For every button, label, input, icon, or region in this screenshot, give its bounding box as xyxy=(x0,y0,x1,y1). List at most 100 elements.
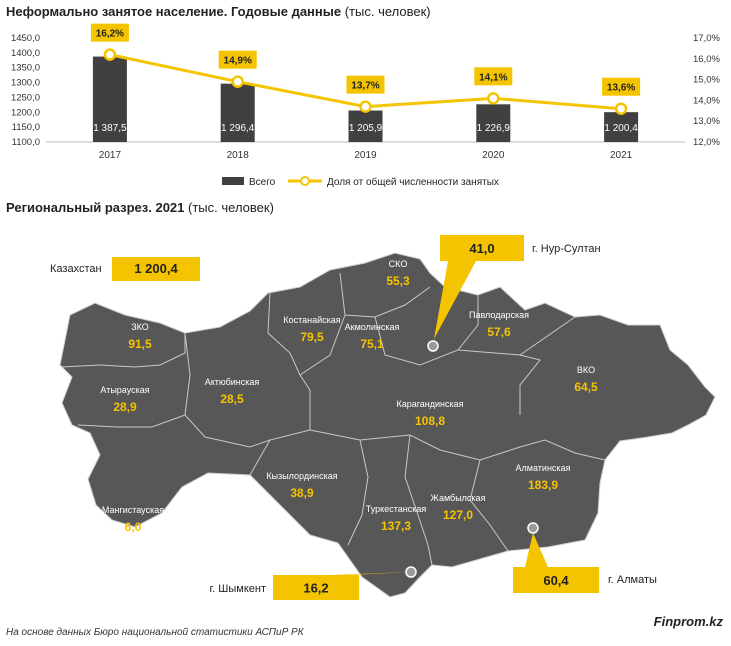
y-left-tick-label: 1150,0 xyxy=(12,122,40,133)
bar-2018 xyxy=(220,83,255,142)
region-value: 38,9 xyxy=(290,486,314,500)
city-name: г. Шымкент xyxy=(210,583,267,595)
city-name: г. Нур-Султан xyxy=(532,243,601,255)
bar-value-label: 1 387,5 xyxy=(93,123,127,134)
region-name: Актюбинская xyxy=(205,377,260,387)
y-left-tick-label: 1300,0 xyxy=(11,78,40,89)
region-value: 28,5 xyxy=(220,392,244,406)
bar-2019 xyxy=(348,110,383,142)
share-label-text: 16,2% xyxy=(96,29,124,40)
share-label-2019: 13,7% xyxy=(346,75,385,94)
share-label-box xyxy=(346,75,385,94)
y-right-tick-label: 13,0% xyxy=(693,116,720,127)
y-left-tick-label: 1250,0 xyxy=(11,92,40,103)
bar-value-label: 1 296,4 xyxy=(221,123,255,134)
share-label-text: 13,6% xyxy=(607,83,635,94)
map-title-text: Региональный разрез. 2021 xyxy=(6,200,185,215)
y-right-tick-label: 16,0% xyxy=(693,54,720,65)
city-callout-pointer xyxy=(525,533,548,567)
region-value: 75,1 xyxy=(360,337,384,351)
city-value-box xyxy=(513,567,599,593)
region-value: 137,3 xyxy=(381,519,411,533)
city-callout: 60,4 г. Алматы xyxy=(513,522,657,593)
share-point-2018 xyxy=(231,75,244,88)
total-value: 1 200,4 xyxy=(134,261,178,276)
share-label-text: 13,7% xyxy=(351,81,379,92)
kazakhstan-map: ЗКО 91,5 Атырауская 28,9 Мангистауская 6,0 Акт… xyxy=(50,235,716,600)
share-label-box xyxy=(90,23,129,42)
city-marker xyxy=(405,566,417,578)
map-title: Региональный разрез. 2021 (тыс. человек) xyxy=(6,200,274,215)
share-point-2019 xyxy=(359,100,372,113)
region-name: Павлодарская xyxy=(469,310,529,320)
y-left-tick-label: 1400,0 xyxy=(11,48,40,59)
bar-value-label: 1 200,4 xyxy=(604,123,638,134)
region-value: 28,9 xyxy=(113,400,137,414)
region-value: 108,8 xyxy=(415,414,445,428)
region-value: 55,3 xyxy=(386,274,410,288)
region-value: 79,5 xyxy=(300,330,324,344)
share-label-box xyxy=(218,50,257,69)
city-callout-pointer xyxy=(330,572,411,575)
region-name: ВКО xyxy=(577,365,595,375)
share-label-box xyxy=(474,67,513,86)
region-name: Акмолинская xyxy=(345,322,400,332)
share-point-2021 xyxy=(614,102,628,115)
region-name: Алматинская xyxy=(516,463,571,473)
share-label-box xyxy=(602,77,641,96)
region-value: 64,5 xyxy=(574,380,598,394)
y-right-tick-label: 14,0% xyxy=(693,95,720,106)
source-footnote: На основе данных Бюро национальной стати… xyxy=(6,627,304,638)
region-name: Туркестанская xyxy=(366,504,427,514)
bar-value-label: 1 205,9 xyxy=(349,123,383,134)
city-value: 16,2 xyxy=(303,581,328,596)
region-name: ЗКО xyxy=(131,322,149,332)
y-right-tick-label: 12,0% xyxy=(693,137,720,148)
region-name: Карагандинская xyxy=(396,399,463,409)
x-tick-label: 2019 xyxy=(354,150,377,161)
chart-title-unit: (тыс. человек) xyxy=(344,4,431,19)
map-title-unit: (тыс. человек) xyxy=(188,200,274,215)
y-left-tick-label: 1200,0 xyxy=(11,107,40,118)
x-tick-label: 2021 xyxy=(610,150,633,161)
region-borders xyxy=(61,272,606,566)
share-label-text: 14,1% xyxy=(479,72,507,83)
city-value-box xyxy=(273,575,359,600)
region-value: 183,9 xyxy=(528,478,558,492)
region-name: СКО xyxy=(389,259,408,269)
city-callout: 41,0 г. Нур-Султан xyxy=(427,235,601,352)
bar-2017 xyxy=(92,56,127,143)
city-name: г. Алматы xyxy=(608,574,657,586)
share-label-2020: 14,1% xyxy=(474,67,513,86)
city-marker xyxy=(427,340,439,352)
combo-chart: 1100,0 1150,0 1200,0 1250,0 1300,0 1350,0 1400… xyxy=(11,23,720,188)
city-value: 41,0 xyxy=(469,241,494,256)
legend-line-marker xyxy=(300,176,310,186)
region-value: 57,6 xyxy=(487,325,511,339)
region-value: 127,0 xyxy=(443,508,473,522)
city-callout: 16,2 г. Шымкент xyxy=(210,566,417,600)
region-name: Мангистауская xyxy=(102,505,164,515)
x-tick-label: 2018 xyxy=(227,150,250,161)
legend-bar-swatch xyxy=(222,177,244,185)
city-callout-pointer xyxy=(434,261,476,339)
total-label: Казахстан xyxy=(50,263,102,275)
city-value-box xyxy=(440,235,524,261)
legend-line-label: Доля от общей численности занятых xyxy=(327,176,499,188)
chart-title: Неформально занятое население. Годовые д… xyxy=(6,4,431,19)
y-right-tick-label: 15,0% xyxy=(693,75,720,86)
region-name: Костанайская xyxy=(283,315,340,325)
total-value-box xyxy=(112,257,200,281)
bar-2021 xyxy=(604,112,639,142)
brand-logo: Finprom.kz xyxy=(653,614,723,629)
y-left-tick-label: 1100,0 xyxy=(12,137,40,148)
x-tick-label: 2020 xyxy=(482,150,505,161)
map-labels: ЗКО 91,5 Атырауская 28,9 Мангистауская 6,0 Акт… xyxy=(100,259,598,534)
y-left-tick-label: 1350,0 xyxy=(11,63,40,74)
city-value: 60,4 xyxy=(543,573,569,588)
bar-value-label: 1 226,9 xyxy=(477,123,511,134)
share-label-2021: 13,6% xyxy=(602,77,641,96)
city-marker xyxy=(527,522,539,534)
chart-title-text: Неформально занятое население. Годовые д… xyxy=(6,4,342,19)
share-label-text: 14,9% xyxy=(224,56,252,67)
